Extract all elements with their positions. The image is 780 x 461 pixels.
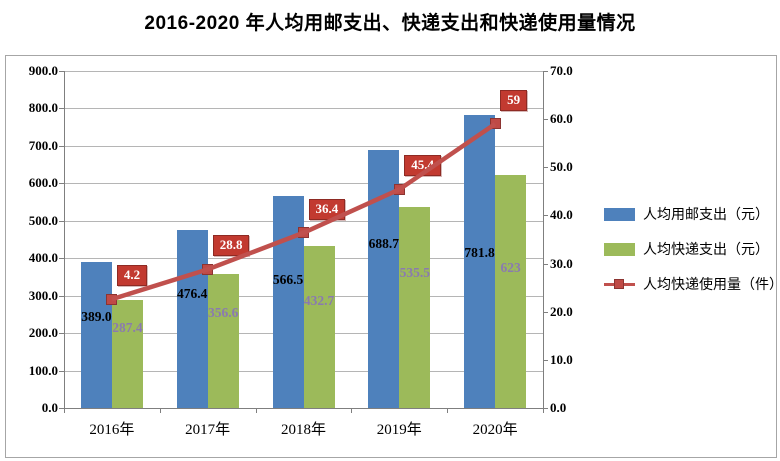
postal-spend-bar xyxy=(464,115,496,408)
express-spend-bar xyxy=(495,174,527,408)
express-spend-value-label: 623 xyxy=(500,260,521,275)
right-axis-tick xyxy=(543,119,548,121)
right-axis-tick-label: 60.0 xyxy=(550,111,573,127)
left-axis-tick xyxy=(59,71,64,72)
left-axis-tick xyxy=(59,408,64,409)
express-spend-bar xyxy=(303,245,335,408)
postal-spend-bar xyxy=(80,262,112,408)
left-axis-tick-label: 500.0 xyxy=(28,212,58,228)
left-axis-tick xyxy=(59,145,64,147)
postal-spend-value-label: 389.0 xyxy=(81,309,112,324)
left-axis-tick xyxy=(59,220,64,222)
left-axis-tick-label: 0.0 xyxy=(41,400,58,415)
legend-item-postal: 人均用邮支出（元） xyxy=(604,206,780,223)
right-axis-tick-label: 20.0 xyxy=(550,303,573,319)
express-usage-line xyxy=(111,122,497,302)
right-axis-tick-label: 50.0 xyxy=(550,159,573,175)
right-axis-tick xyxy=(543,359,548,361)
x-axis-tick xyxy=(159,408,161,413)
x-axis-category-label: 2019年 xyxy=(376,422,422,438)
x-axis-category-label: 2018年 xyxy=(280,422,326,438)
legend-label: 人均快递支出（元） xyxy=(643,243,769,258)
postal-spend-value-label: 476.4 xyxy=(177,286,208,301)
gridline xyxy=(64,220,543,222)
left-axis-tick xyxy=(59,183,64,185)
right-axis-tick-label: 10.0 xyxy=(550,351,573,367)
x-axis-tick xyxy=(64,408,65,413)
x-axis-category-label: 2016年 xyxy=(89,422,135,438)
left-axis-tick xyxy=(59,258,64,260)
x-axis-tick xyxy=(543,408,544,413)
express-spend-bar xyxy=(399,207,431,408)
express-spend-value-label: 287.4 xyxy=(112,320,143,335)
left-axis-tick-label: 600.0 xyxy=(28,175,58,191)
right-axis-tick-label: 0.0 xyxy=(550,400,567,415)
postal-spend-value-label: 688.7 xyxy=(368,236,399,251)
right-axis-tick xyxy=(543,263,548,265)
left-axis-tick-label: 900.0 xyxy=(28,63,58,78)
right-axis-tick xyxy=(543,215,548,217)
gridline xyxy=(64,71,543,72)
gridline xyxy=(64,145,543,147)
express-spend-bar xyxy=(207,274,239,408)
right-axis-tick-label: 40.0 xyxy=(550,207,573,223)
left-axis-tick-label: 200.0 xyxy=(28,325,58,341)
right-axis-tick xyxy=(543,408,548,409)
left-axis-tick xyxy=(59,333,64,335)
x-axis-tick xyxy=(351,408,353,413)
left-axis-tick xyxy=(59,295,64,297)
left-axis-tick xyxy=(59,108,64,110)
plot-area: 389.0 476.4 566.5 688.7 781.8 287.4 356.6 432.7… xyxy=(64,71,543,409)
chart-area: 389.0 476.4 566.5 688.7 781.8 287.4 356.6 432.7… xyxy=(5,55,780,458)
gridline xyxy=(64,108,543,110)
x-axis-tick xyxy=(255,408,257,413)
express-spend-value-label: 432.7 xyxy=(303,293,335,308)
left-axis-tick-label: 800.0 xyxy=(28,100,58,116)
legend-label: 人均用邮支出（元） xyxy=(643,208,769,223)
left-axis-tick xyxy=(59,370,64,372)
postal-spend-value-label: 781.8 xyxy=(464,245,495,260)
express-spend-value-label: 356.6 xyxy=(208,305,239,320)
right-axis-tick-label: 70.0 xyxy=(550,63,573,78)
chart-title: 2016-2020 年人均用邮支出、快递支出和快递使用量情况 xyxy=(144,13,636,34)
left-axis-line xyxy=(64,71,65,408)
express-usage-legend-swatch-icon xyxy=(604,278,635,291)
x-axis-category-label: 2017年 xyxy=(185,422,231,438)
right-axis-tick xyxy=(543,167,548,169)
left-axis-tick-label: 100.0 xyxy=(28,362,58,378)
right-axis-line xyxy=(543,71,544,408)
express-usage-value-label: 4.2 xyxy=(116,265,148,287)
legend-item-usage: 人均快递使用量（件） xyxy=(604,276,780,293)
express-usage-value-label: 59 xyxy=(500,89,528,111)
postal-spend-value-label: 566.5 xyxy=(272,272,304,287)
gridline xyxy=(64,183,543,185)
right-axis-tick-label: 30.0 xyxy=(550,255,573,271)
right-axis-tick xyxy=(543,71,548,72)
legend-item-express: 人均快递支出（元） xyxy=(604,241,780,258)
legend-line-marker xyxy=(614,279,624,289)
express-spend-legend-swatch-icon xyxy=(604,242,635,256)
express-spend-bar xyxy=(111,300,143,408)
left-axis-tick-label: 700.0 xyxy=(28,137,58,153)
x-axis-line xyxy=(64,408,544,409)
express-spend-value-label: 535.5 xyxy=(399,265,430,280)
express-usage-value-label: 36.4 xyxy=(308,198,346,220)
postal-spend-legend-swatch-icon xyxy=(604,207,635,221)
x-axis-category-label: 2020年 xyxy=(472,422,518,438)
left-axis-tick-label: 400.0 xyxy=(28,250,58,266)
express-usage-value-label: 28.8 xyxy=(212,235,250,257)
legend-label: 人均快递使用量（件） xyxy=(643,278,780,293)
postal-spend-bar xyxy=(176,229,208,408)
left-axis-tick-label: 300.0 xyxy=(28,287,58,303)
x-axis-tick xyxy=(447,408,449,413)
legend: 人均用邮支出（元） 人均快递支出（元） 人均快递使用量（件） xyxy=(604,206,780,311)
right-axis-tick xyxy=(543,311,548,313)
